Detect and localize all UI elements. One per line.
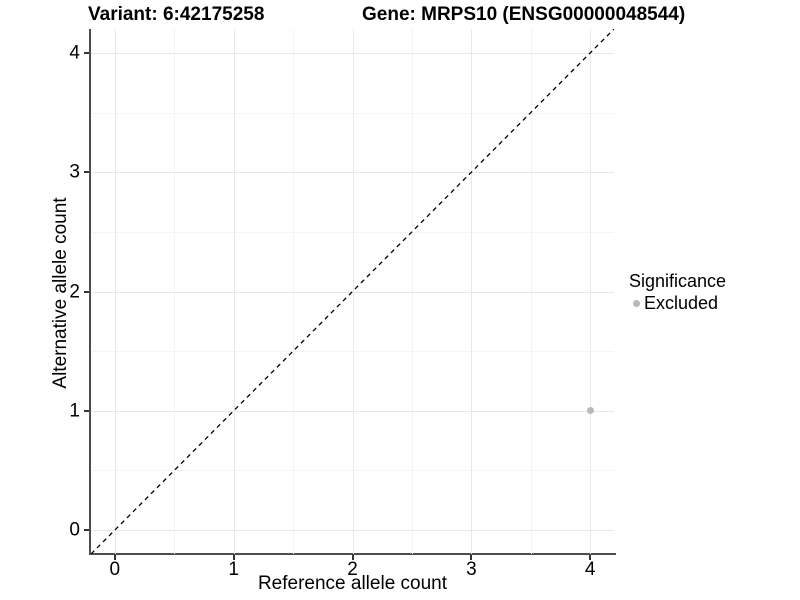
x-tick-label: 1: [228, 559, 239, 580]
x-tick-mark: [113, 555, 116, 560]
x-tick-label: 3: [466, 559, 477, 580]
legend-item-excluded: Excluded: [629, 292, 726, 314]
y-tick-label: 4: [69, 42, 80, 64]
gridline-major-horizontal: [91, 172, 614, 174]
x-tick-mark: [232, 555, 235, 560]
gene-title: Gene: MRPS10 (ENSG00000048544): [362, 4, 686, 25]
plot-panel: [91, 29, 614, 554]
x-tick-mark: [470, 555, 473, 560]
legend-title: Significance: [629, 271, 727, 291]
x-tick-label: 4: [584, 559, 596, 580]
variant-title: Variant: 6:42175258: [88, 4, 265, 25]
y-tick-mark: [84, 290, 89, 293]
y-tick-label: 1: [69, 400, 80, 422]
x-axis-title: Reference allele count: [257, 573, 448, 594]
gridline-major-horizontal: [91, 52, 614, 54]
gridline-major-horizontal: [91, 530, 614, 532]
y-axis-ticks: 0 1 2 3 4: [0, 29, 91, 555]
x-axis-line: [89, 553, 616, 555]
gridline-major-horizontal: [91, 410, 614, 412]
x-tick-mark: [589, 555, 592, 560]
legend-item-label: Excluded: [644, 293, 719, 313]
x-tick-mark: [351, 555, 354, 560]
legend: Significance Excluded: [629, 270, 726, 314]
x-tick-label: 2: [347, 559, 358, 580]
gridline-major-horizontal: [91, 291, 614, 293]
data-point: [586, 407, 594, 415]
legend-dot-icon: [633, 299, 640, 307]
y-tick-label: 0: [69, 519, 80, 541]
identity-line: [91, 29, 614, 554]
y-tick-mark: [84, 409, 89, 412]
identity-line-svg: [91, 29, 614, 554]
x-axis-ticks: 0 1 2 3 4: [91, 555, 614, 587]
y-tick-label: 2: [69, 281, 80, 302]
y-tick-label: 3: [69, 161, 80, 183]
y-tick-mark: [84, 51, 89, 54]
x-tick-label: 0: [109, 559, 121, 580]
y-tick-mark: [84, 529, 89, 532]
y-axis-line: [89, 29, 91, 555]
y-tick-mark: [84, 171, 89, 174]
